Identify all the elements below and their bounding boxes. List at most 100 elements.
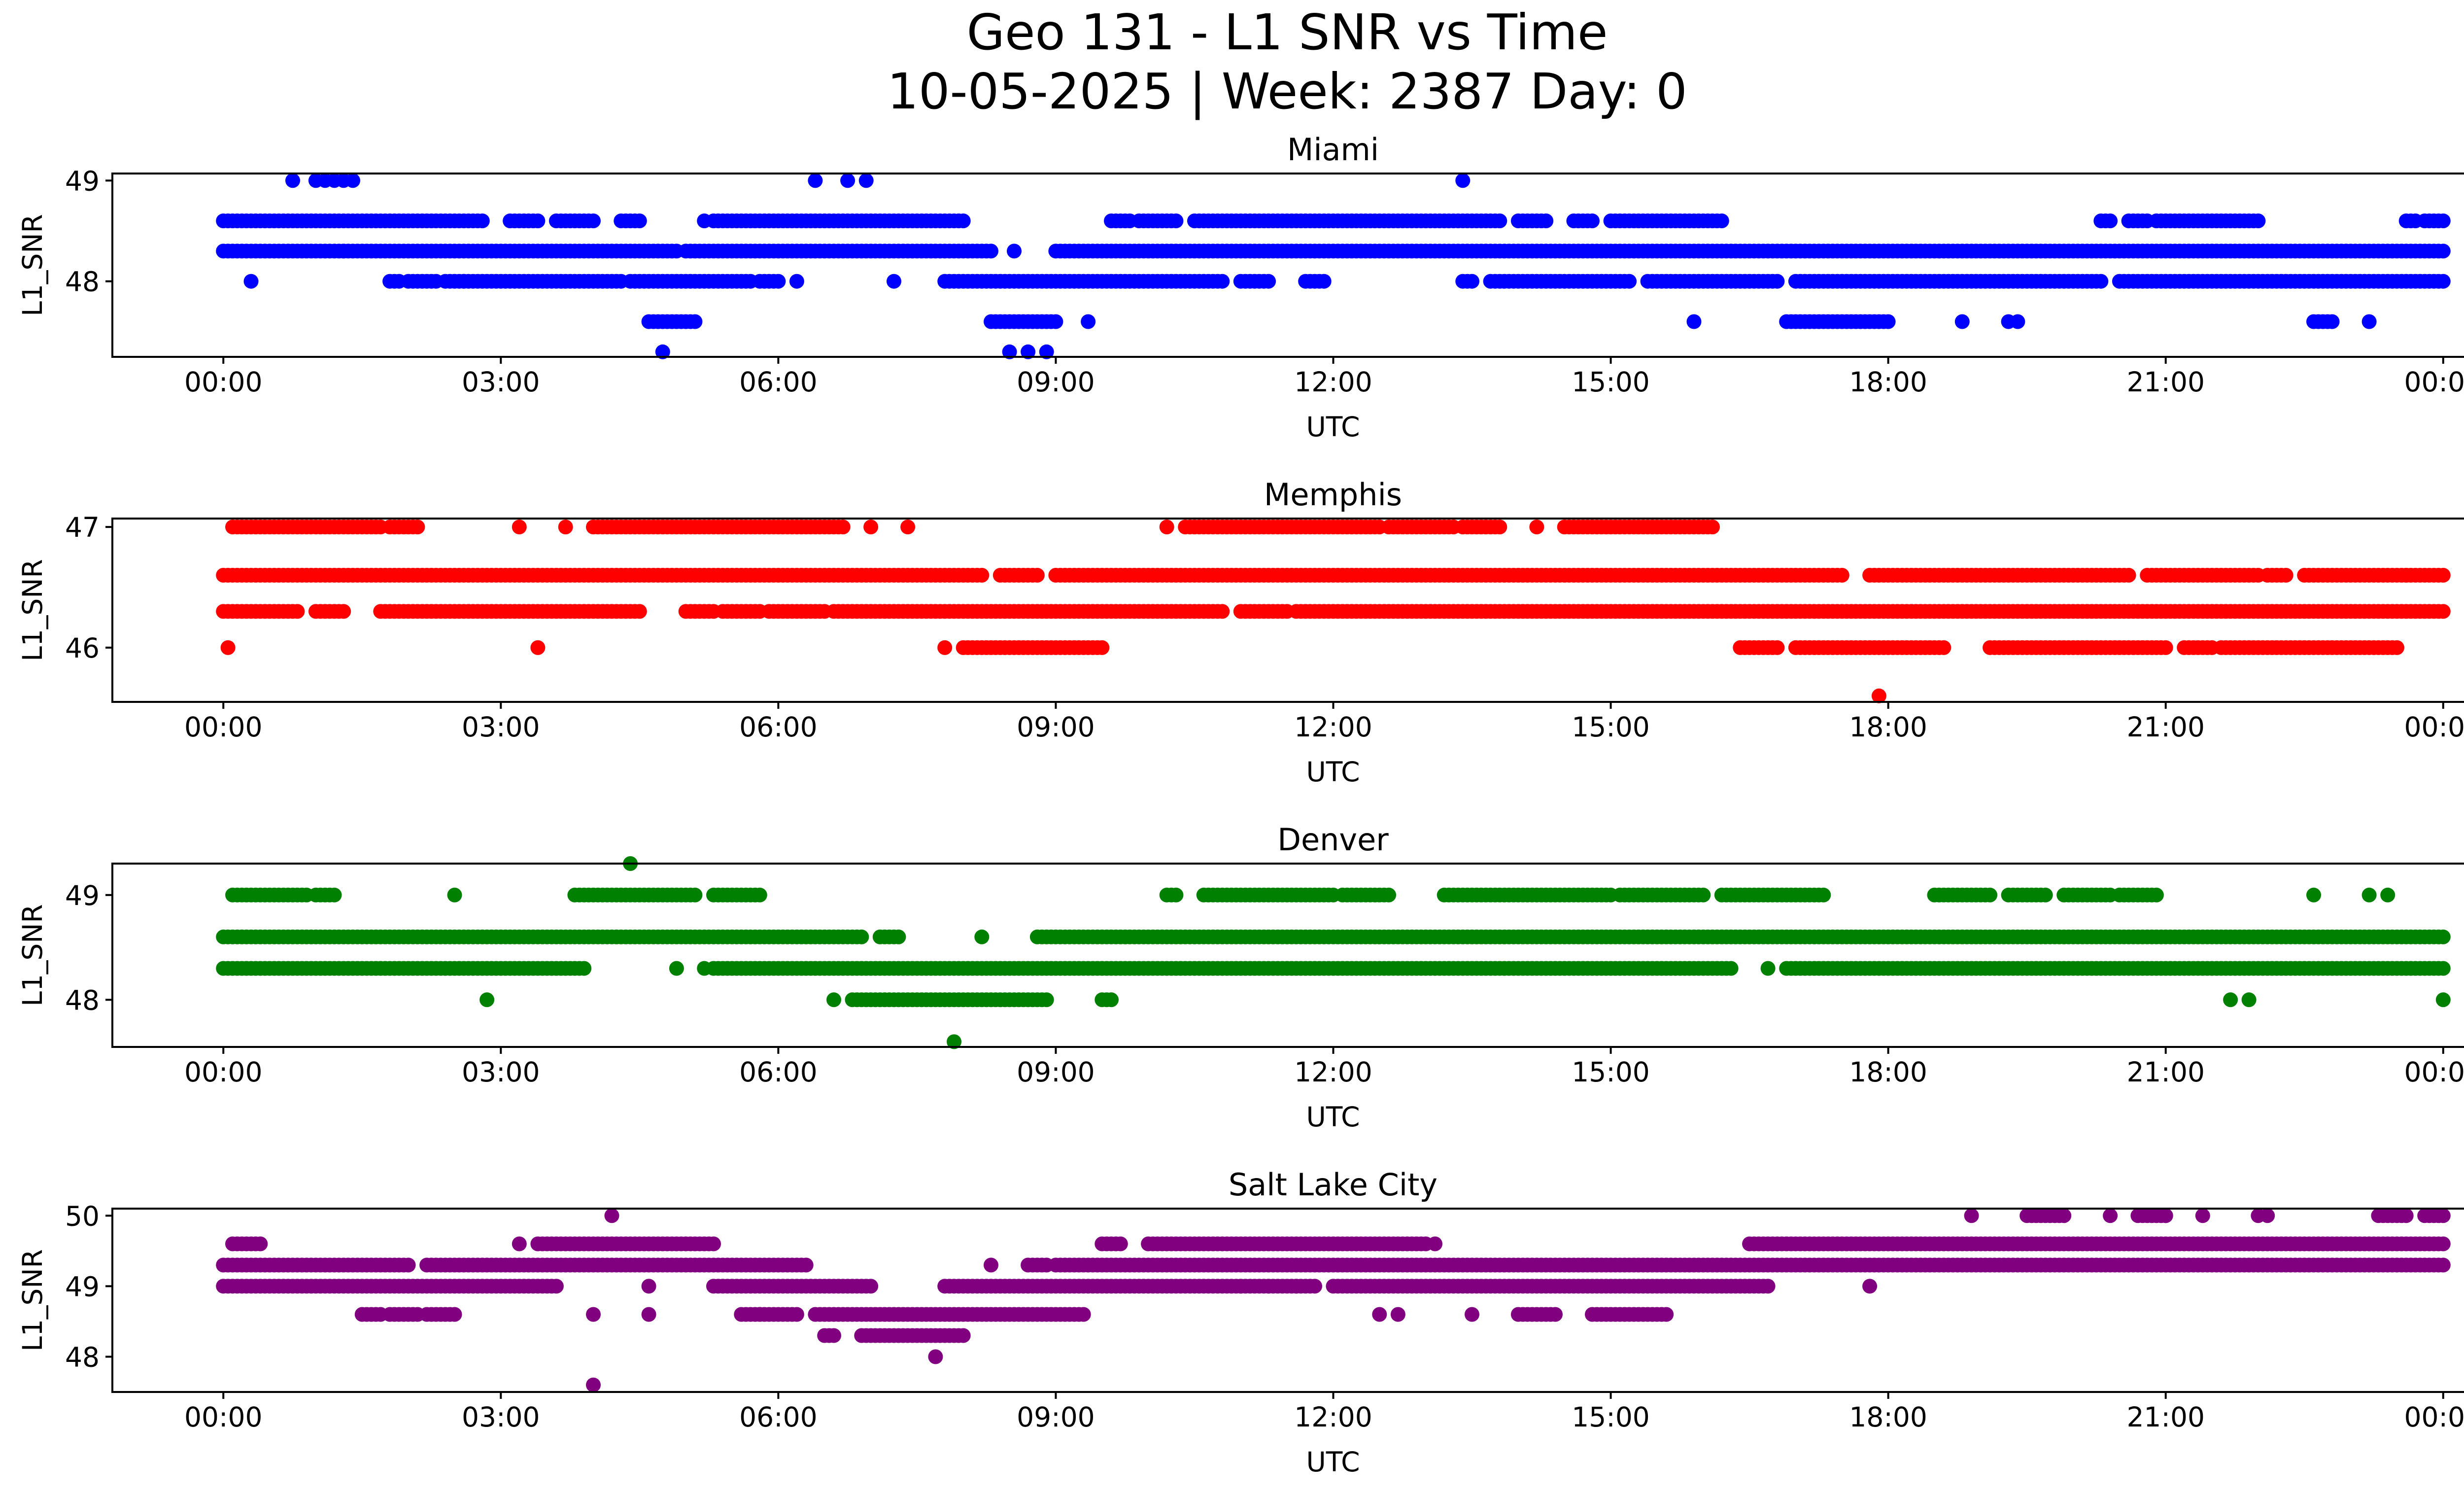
data-point [1770,640,1785,655]
data-point [789,1307,804,1322]
data-point [2158,640,2173,655]
y-tick-label: 47 [65,512,100,543]
y-axis-label: L1_SNR [17,214,48,316]
x-tick-label: 21:00 [2126,711,2205,743]
data-point [1048,314,1063,329]
data-point [1539,213,1554,229]
data-point [1585,213,1600,229]
data-point [2435,243,2451,259]
data-point [253,1236,268,1252]
data-point [863,1279,879,1294]
data-point [586,1377,601,1392]
data-point [1816,887,1831,903]
data-point [1168,213,1184,229]
data-point [697,213,712,229]
subplot-memphis: Memphis 00:00 03:00 06:00 09:00 12:00 15:00 18… [17,477,2464,788]
x-tick-label: 18:00 [1849,1401,1927,1433]
data-point [2435,213,2451,229]
x-tick-label: 12:00 [1294,1056,1372,1088]
x-axis-label: UTC [1306,756,1360,788]
data-point [826,1328,841,1343]
data-point [1465,274,1479,289]
data-point [2251,213,2266,229]
data-point [1760,961,1776,976]
data-point [1168,887,1184,903]
data-point [2435,961,2451,976]
data-point [1714,213,1729,229]
data-point [1159,520,1174,535]
y-tick-label: 48 [65,266,100,298]
data-point [475,213,490,229]
data-point [1081,314,1096,329]
x-tick-label: 03:00 [462,1401,540,1433]
data-point [752,887,767,903]
data-point [789,274,804,289]
data-point [2380,887,2396,903]
data-point [858,173,874,188]
subplot-title: Salt Lake City [1229,1167,1437,1203]
subplot-title: Memphis [1264,477,1402,513]
x-tick-label: 18:00 [1849,1056,1927,1088]
data-point [327,887,342,903]
data-point [1465,1307,1479,1322]
data-point [1390,1307,1405,1322]
x-tick-label: 06:00 [739,1401,818,1433]
data-point [479,992,495,1008]
data-point [1548,1307,1563,1322]
data-point [835,520,851,535]
x-tick-label: 00:00 [184,1401,263,1433]
data-point [2361,887,2377,903]
data-point [798,1257,814,1273]
data-point [1381,887,1397,903]
data-point [2056,1208,2072,1223]
data-point [1095,640,1110,655]
data-point [1936,640,1951,655]
subplot-miami: Miami 00:00 03:00 06:00 09:00 12:00 15:00 18:0… [17,132,2464,443]
data-point [1029,568,1045,583]
data-point [1686,314,1702,329]
x-axis-ticks: 00:00 03:00 06:00 09:00 12:00 15:00 18:00 21:00… [184,702,2464,743]
scatter-marks [216,520,2451,703]
data-point [641,1307,656,1322]
data-point [1659,1307,1674,1322]
data-point [2158,1208,2173,1223]
data-point [2435,1236,2451,1252]
x-tick-label: 21:00 [2126,1056,2205,1088]
subplot-salt-lake-city: Salt Lake City 00:00 03:00 06:00 09:00 12:00… [17,1167,2464,1478]
subplot-title: Miami [1287,132,1379,168]
data-point [947,1034,961,1049]
data-point [1723,961,1739,976]
data-point [1871,688,1886,703]
x-tick-label: 03:00 [462,711,540,743]
data-point [220,640,236,655]
x-tick-label: 15:00 [1572,1401,1650,1433]
x-tick-label: 03:00 [462,366,540,398]
data-point [1316,274,1332,289]
data-point [687,314,703,329]
x-tick-label: 21:00 [2126,1401,2205,1433]
data-point [900,520,916,535]
data-point [2103,1208,2118,1223]
data-point [2435,1208,2451,1223]
data-point [984,1257,998,1273]
data-point [854,929,869,944]
data-point [1076,1307,1091,1322]
data-point [808,173,823,188]
x-tick-label: 00:00 [2404,711,2464,743]
data-point [345,173,360,188]
data-point [697,961,712,976]
scatter-marks [216,856,2451,1049]
data-point [243,274,259,289]
data-point [1492,213,1507,229]
data-point [1954,314,1970,329]
data-point [2306,887,2321,903]
x-tick-label: 12:00 [1294,1401,1372,1433]
x-tick-label: 09:00 [1017,711,1095,743]
data-point [956,1328,971,1343]
x-tick-label: 09:00 [1017,1401,1095,1433]
data-point [956,213,971,229]
data-point [2435,568,2451,583]
